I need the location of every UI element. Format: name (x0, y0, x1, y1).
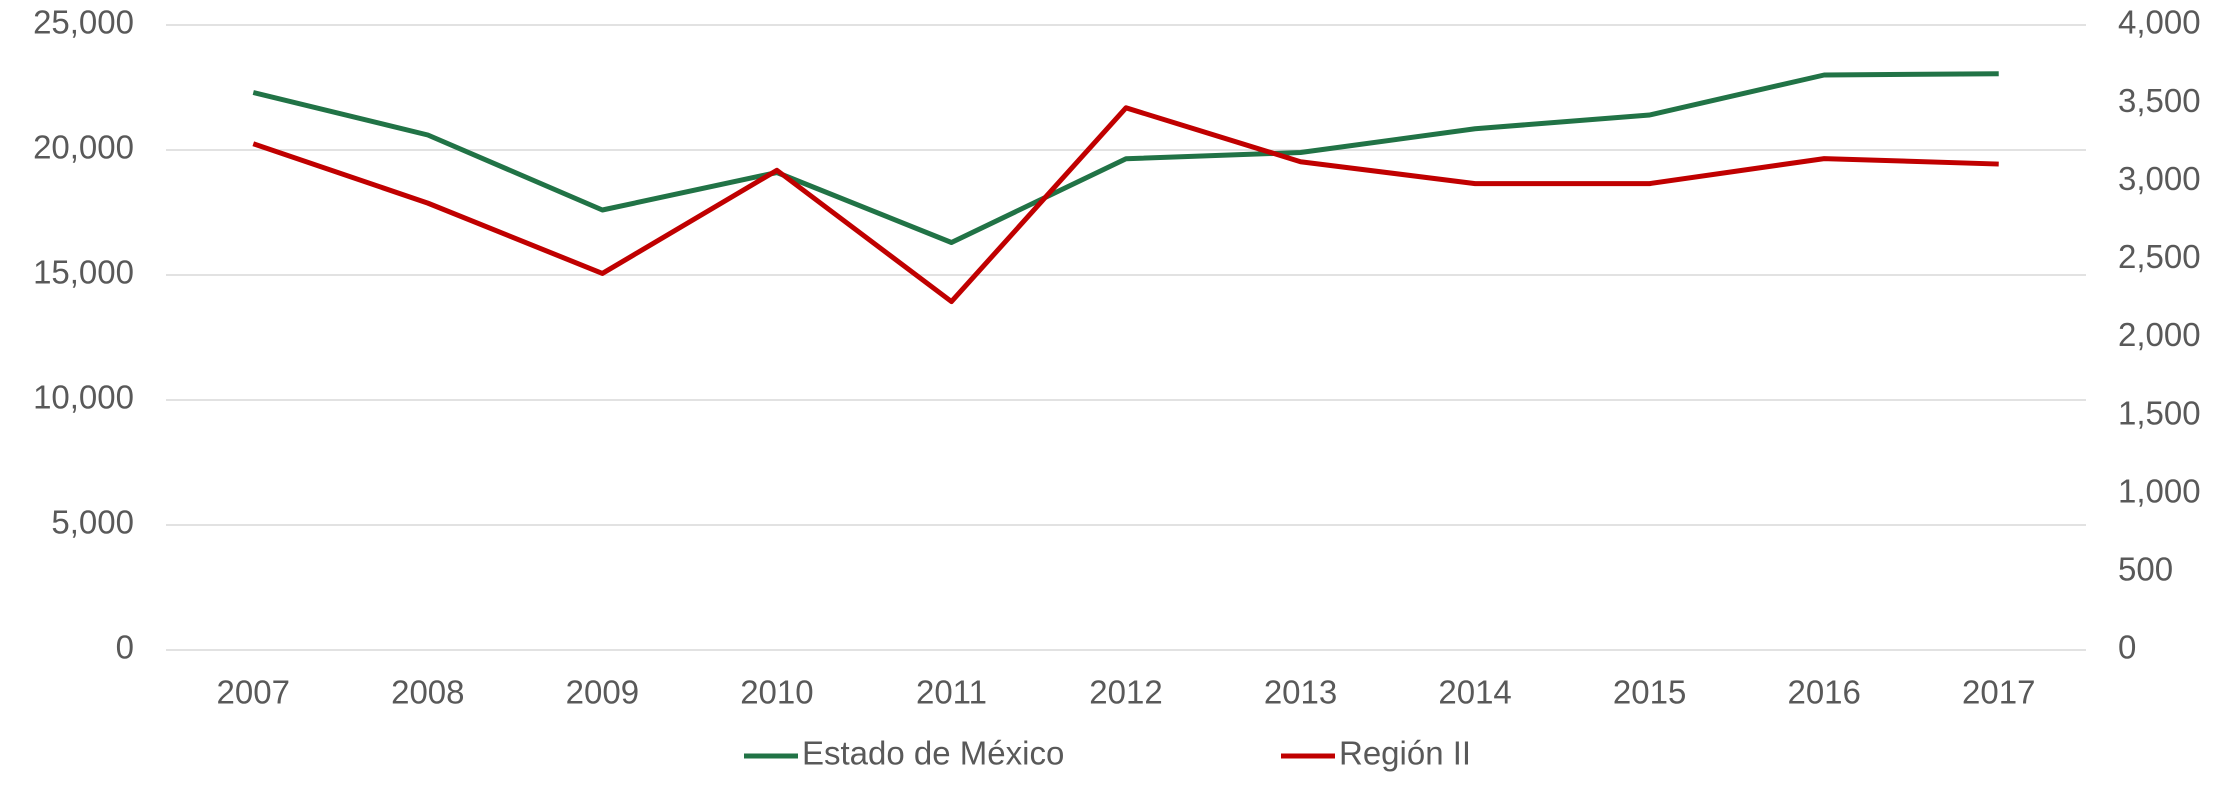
y2-tick-label: 500 (2118, 551, 2173, 588)
y2-tick-label: 3,500 (2118, 82, 2201, 119)
x-tick-label: 2008 (391, 674, 464, 711)
y2-tick-label: 1,000 (2118, 472, 2201, 509)
y2-tick-label: 2,500 (2118, 238, 2201, 275)
x-tick-label: 2007 (217, 674, 290, 711)
y2-tick-label: 3,000 (2118, 160, 2201, 197)
x-tick-label: 2012 (1089, 674, 1162, 711)
x-tick-label: 2011 (916, 674, 987, 711)
x-tick-label: 2009 (566, 674, 639, 711)
y2-tick-label: 0 (2118, 629, 2136, 666)
y2-tick-label: 2,000 (2118, 316, 2201, 353)
y-tick-label: 5,000 (51, 504, 134, 541)
y-tick-label: 0 (116, 629, 134, 666)
x-tick-label: 2016 (1787, 674, 1860, 711)
x-tick-label: 2014 (1438, 674, 1511, 711)
legend-label: Estado de México (802, 735, 1064, 772)
x-tick-label: 2015 (1613, 674, 1686, 711)
y-tick-label: 15,000 (33, 254, 134, 291)
y2-tick-label: 4,000 (2118, 4, 2201, 41)
x-tick-label: 2013 (1264, 674, 1337, 711)
y2-tick-label: 1,500 (2118, 394, 2201, 431)
series-line (252, 71, 1999, 245)
legend-label: Región II (1339, 735, 1471, 772)
y-tick-label: 25,000 (33, 4, 134, 41)
y-tick-label: 10,000 (33, 379, 134, 416)
series-line (252, 105, 1999, 305)
x-tick-label: 2010 (740, 674, 813, 711)
x-tick-label: 2017 (1962, 674, 2035, 711)
y-tick-label: 20,000 (33, 129, 134, 166)
